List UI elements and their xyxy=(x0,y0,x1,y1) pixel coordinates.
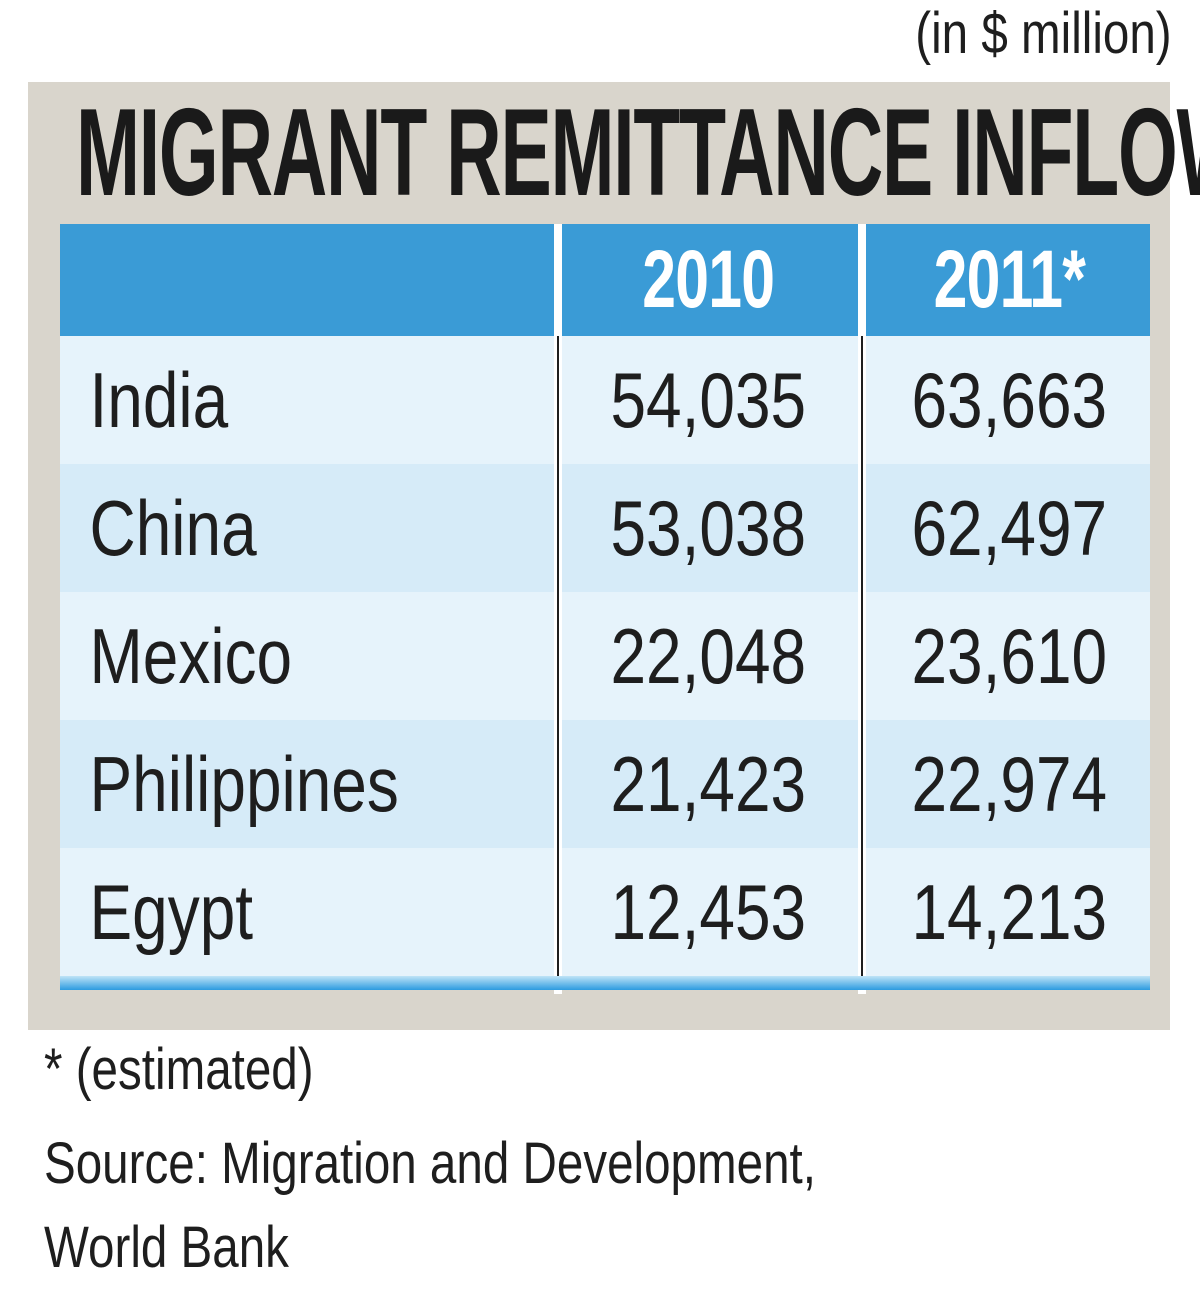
value-2010: 21,423 xyxy=(610,739,806,828)
table-row: India 54,035 63,663 xyxy=(60,336,1150,464)
value-2010-cell: 12,453 xyxy=(562,848,854,976)
value-2011: 62,497 xyxy=(911,483,1107,572)
column-divider-line-1 xyxy=(557,336,559,986)
value-2011-cell: 23,610 xyxy=(868,592,1150,720)
table-row: Mexico 22,048 23,610 xyxy=(60,592,1150,720)
country-name: China xyxy=(89,483,257,572)
value-2010: 22,048 xyxy=(610,611,806,700)
value-2011: 63,663 xyxy=(911,355,1107,444)
value-2011: 22,974 xyxy=(911,739,1107,828)
value-2010: 54,035 xyxy=(610,355,806,444)
source-line-1: Source: Migration and Development, xyxy=(44,1131,816,1196)
value-2011-cell: 14,213 xyxy=(868,848,1150,976)
country-name: Egypt xyxy=(89,867,254,956)
table-row: China 53,038 62,497 xyxy=(60,464,1150,592)
country-name: Philippines xyxy=(89,739,399,828)
source-line-2: World Bank xyxy=(44,1215,289,1280)
value-2011: 23,610 xyxy=(911,611,1107,700)
value-2010: 53,038 xyxy=(610,483,806,572)
header-2010-cell: 2010 xyxy=(562,224,854,336)
header-country-cell xyxy=(60,224,550,336)
header-2011-cell: 2011* xyxy=(868,224,1150,336)
country-name: Mexico xyxy=(89,611,293,700)
column-header-2011: 2011* xyxy=(933,234,1085,325)
column-divider-line-2 xyxy=(861,336,863,986)
value-2011: 14,213 xyxy=(911,867,1107,956)
value-2010-cell: 53,038 xyxy=(562,464,854,592)
country-name-cell: India xyxy=(60,336,550,464)
chart-title: MIGRANT REMITTANCE INFLOW xyxy=(76,84,1200,222)
value-2011-cell: 63,663 xyxy=(868,336,1150,464)
value-2011-cell: 62,497 xyxy=(868,464,1150,592)
value-2011-cell: 22,974 xyxy=(868,720,1150,848)
country-name-cell: Philippines xyxy=(60,720,550,848)
column-header-2010: 2010 xyxy=(641,234,775,325)
table-panel: MIGRANT REMITTANCE INFLOW 2010 2011* Ind… xyxy=(28,82,1200,1030)
unit-note: (in $ million) xyxy=(915,1,1172,66)
table-bottom-bar xyxy=(60,976,1150,990)
value-2010-cell: 21,423 xyxy=(562,720,854,848)
remittance-table: 2010 2011* India 54,035 63,663 China 53,038 6… xyxy=(60,224,1150,994)
country-name-cell: Egypt xyxy=(60,848,550,976)
value-2010-cell: 54,035 xyxy=(562,336,854,464)
value-2010: 12,453 xyxy=(610,867,806,956)
value-2010-cell: 22,048 xyxy=(562,592,854,720)
table-row: Philippines 21,423 22,974 xyxy=(60,720,1150,848)
country-name-cell: China xyxy=(60,464,550,592)
column-divider-1 xyxy=(554,224,562,994)
table-header-row: 2010 2011* xyxy=(60,224,1150,336)
table-row: Egypt 12,453 14,213 xyxy=(60,848,1150,976)
estimated-footnote: * (estimated) xyxy=(44,1037,314,1102)
country-name-cell: Mexico xyxy=(60,592,550,720)
column-divider-2 xyxy=(858,224,866,994)
country-name: India xyxy=(89,355,229,444)
